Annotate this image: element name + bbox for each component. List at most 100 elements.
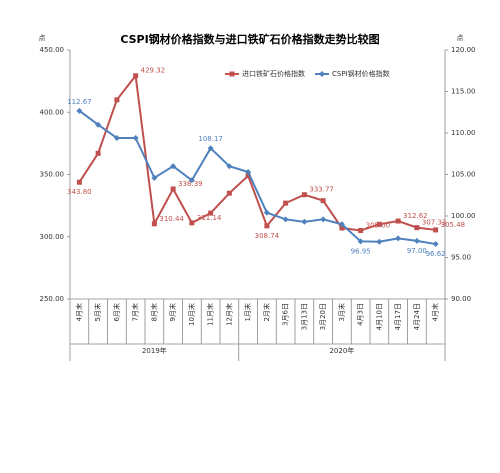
- point: [114, 97, 120, 103]
- data-label: 343.80: [67, 188, 92, 196]
- data-label: 308.74: [255, 232, 280, 240]
- data-label: 333.77: [309, 186, 334, 194]
- point: [264, 223, 270, 229]
- data-label: 96.95: [351, 247, 371, 255]
- y2-tick-label: 95.00: [451, 254, 471, 262]
- point: [245, 169, 252, 176]
- x-tick-label: 10月末: [187, 303, 196, 326]
- data-label: 310.44: [159, 215, 184, 223]
- point: [339, 225, 345, 231]
- point: [358, 228, 364, 234]
- series-line: [78, 73, 436, 232]
- y2-tick-label: 100.00: [451, 212, 476, 220]
- legend-marker: [319, 71, 325, 77]
- point: [413, 237, 420, 244]
- point: [301, 192, 307, 198]
- x-tick-label: 4月末: [431, 303, 440, 321]
- point: [133, 73, 139, 79]
- legend-label: 进口铁矿石价格指数: [242, 69, 305, 78]
- point: [414, 225, 420, 231]
- point: [320, 198, 326, 204]
- point: [189, 220, 195, 226]
- x-tick-label: 11月末: [206, 303, 215, 326]
- x-tick-label: 4月末: [74, 303, 83, 321]
- point: [320, 216, 327, 223]
- point: [283, 200, 289, 206]
- point: [376, 221, 382, 227]
- point: [76, 107, 83, 114]
- legend-label: CSPI钢材价格指数: [332, 69, 390, 78]
- y2-tick-label: 110.00: [451, 129, 476, 137]
- data-label: 97.00: [407, 247, 427, 255]
- point: [282, 216, 289, 223]
- data-label: 338.39: [178, 180, 203, 188]
- point: [301, 218, 308, 225]
- x-tick-label: 6月末: [112, 303, 121, 321]
- y-axis-label: 点: [39, 34, 46, 42]
- x-tick-label: 9月末: [168, 303, 177, 321]
- point: [76, 179, 82, 185]
- data-label: 96.62: [426, 250, 446, 258]
- y-tick-label: 300.00: [40, 233, 65, 241]
- data-label: 112.67: [67, 98, 92, 106]
- data-label: 307.33: [422, 219, 447, 227]
- point: [113, 134, 120, 141]
- x-tick-label: 4月10日: [375, 303, 383, 330]
- point: [170, 163, 177, 170]
- x-tick-label: 8月末: [149, 303, 158, 321]
- chart-title: CSPI钢材价格指数与进口铁矿石价格指数走势比较图: [120, 32, 379, 46]
- x-tick-label: 4月17日: [394, 303, 402, 330]
- point: [263, 209, 270, 216]
- x-tick-label: 3月13日: [300, 303, 308, 330]
- y2-tick-label: 120.00: [451, 46, 476, 54]
- x-tick-label: 7月末: [131, 303, 140, 321]
- y2-tick-label: 105.00: [451, 171, 476, 179]
- point: [376, 238, 383, 245]
- point: [395, 218, 401, 224]
- x-tick-label: 12月末: [224, 303, 233, 326]
- x-tick-label: 4月3日: [357, 303, 365, 326]
- point: [432, 241, 439, 248]
- data-label: 108.17: [198, 135, 223, 143]
- point: [208, 210, 214, 216]
- x-tick-label: 4月24日: [413, 303, 421, 330]
- series-line: [78, 110, 436, 246]
- x-tick-label: 3月6日: [282, 303, 290, 326]
- point: [433, 227, 439, 233]
- point: [170, 186, 176, 192]
- y-tick-label: 450.00: [40, 46, 65, 54]
- point: [188, 177, 195, 184]
- point: [357, 238, 364, 245]
- y-tick-label: 400.00: [40, 108, 65, 116]
- group-label: 2020年: [329, 346, 354, 355]
- y2-tick-label: 90.00: [451, 295, 471, 303]
- group-label: 2019年: [142, 346, 167, 355]
- point: [132, 134, 139, 141]
- data-label: 311.14: [197, 214, 222, 222]
- point: [226, 163, 233, 170]
- x-tick-label: 2月末: [262, 303, 271, 321]
- point: [207, 145, 214, 152]
- x-tick-label: 3月20日: [319, 303, 327, 330]
- point: [395, 235, 402, 242]
- data-label: 429.32: [141, 67, 166, 75]
- y-tick-label: 250.00: [40, 295, 65, 303]
- data-label: 312.62: [403, 212, 428, 220]
- point: [95, 150, 101, 156]
- data-label: 305.48: [441, 221, 466, 229]
- y-tick-label: 350.00: [40, 171, 65, 179]
- y2-tick-label: 115.00: [451, 88, 476, 96]
- point: [151, 221, 157, 227]
- legend-marker: [229, 71, 235, 77]
- point: [245, 173, 251, 179]
- x-tick-label: 3月末: [337, 303, 346, 321]
- point: [338, 221, 345, 228]
- point: [226, 190, 232, 196]
- y2-axis-label: 点: [457, 34, 464, 42]
- point: [151, 174, 158, 181]
- point: [95, 121, 102, 128]
- x-tick-label: 1月末: [243, 303, 252, 321]
- x-tick-label: 5月末: [93, 303, 102, 321]
